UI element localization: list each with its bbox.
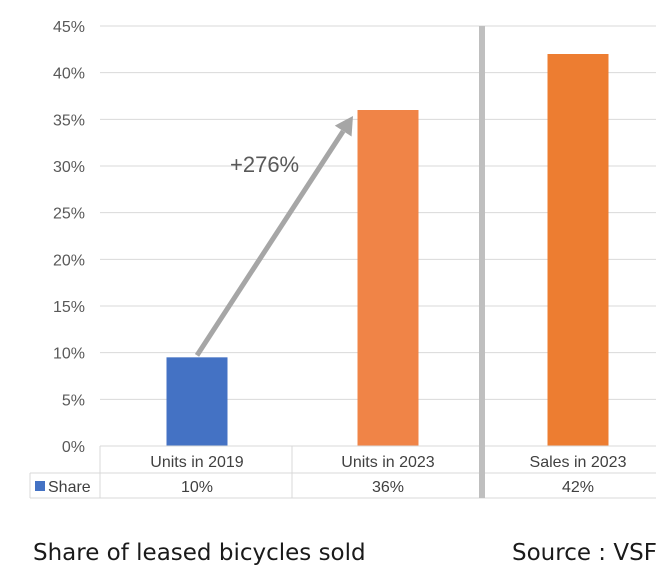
data-table: Units in 2019 10% Units in 2023 36% Sales in… bbox=[29, 445, 656, 499]
category-label: Units in 2019 bbox=[150, 454, 243, 471]
y-tick-label: 25% bbox=[53, 206, 85, 223]
data-label: 42% bbox=[562, 479, 594, 496]
growth-arrow bbox=[194, 129, 346, 357]
y-tick-label: 40% bbox=[53, 66, 85, 83]
y-tick-label: 35% bbox=[53, 112, 85, 129]
y-tick-label: 20% bbox=[53, 252, 85, 269]
y-tick-label: 0% bbox=[62, 439, 85, 456]
bar bbox=[547, 54, 609, 446]
growth-label: +276% bbox=[230, 152, 299, 177]
y-axis-ticks: 0% 5% 10% 15% 20% 25% 30% 35% 40% 45% bbox=[53, 19, 85, 456]
data-label: 10% bbox=[181, 479, 213, 496]
legend-key bbox=[35, 481, 45, 491]
source-caption: Source : VSF bbox=[512, 540, 656, 566]
y-tick-label: 45% bbox=[53, 19, 85, 36]
category-label: Sales in 2023 bbox=[530, 454, 627, 471]
y-tick-label: 5% bbox=[62, 392, 85, 409]
y-tick-label: 30% bbox=[53, 159, 85, 176]
growth-annotation: +276% bbox=[194, 26, 485, 498]
legend-label: Share bbox=[48, 479, 91, 496]
arrow-head bbox=[334, 116, 353, 137]
y-tick-label: 10% bbox=[53, 346, 85, 363]
bar bbox=[166, 357, 228, 446]
data-label: 36% bbox=[372, 479, 404, 496]
chart-caption: Share of leased bicycles sold bbox=[33, 540, 366, 566]
y-tick-label: 15% bbox=[53, 299, 85, 316]
category-label: Units in 2023 bbox=[341, 454, 434, 471]
bars bbox=[166, 54, 609, 446]
bar bbox=[357, 110, 419, 446]
